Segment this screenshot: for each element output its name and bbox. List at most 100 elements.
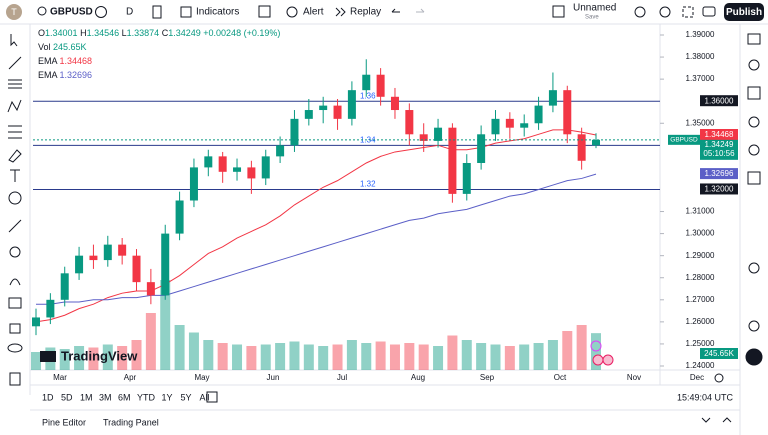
- right-sidebar: [745, 33, 763, 366]
- volume-bar: [476, 343, 487, 370]
- cursor-tool[interactable]: [10, 34, 18, 47]
- alert[interactable]: Alert: [303, 7, 324, 18]
- candle-body: [390, 96, 399, 111]
- date-range-icon[interactable]: [206, 391, 218, 403]
- brush-tool[interactable]: [8, 149, 22, 163]
- fullscreen[interactable]: [682, 6, 694, 18]
- alerts-panel[interactable]: [748, 59, 760, 71]
- redo[interactable]: [416, 8, 425, 13]
- candle-body: [233, 167, 242, 172]
- range-button[interactable]: 1M: [80, 392, 93, 402]
- ema-badge: [700, 168, 738, 180]
- volume-bar: [576, 325, 587, 370]
- candle-body: [577, 134, 586, 161]
- range-button[interactable]: 6M: [118, 392, 131, 402]
- lock-tool[interactable]: [9, 323, 21, 334]
- panel-tab[interactable]: Pine Editor: [42, 417, 86, 427]
- candle-body: [534, 105, 543, 124]
- volume-bar: [31, 352, 41, 370]
- candle-body: [247, 167, 256, 179]
- zoom-tool[interactable]: [9, 246, 21, 258]
- panel-tab[interactable]: Trading Panel: [103, 417, 159, 427]
- indicators[interactable]: Indicators: [196, 7, 239, 18]
- time-label: Oct: [554, 373, 567, 382]
- candle-body: [462, 162, 471, 194]
- data-window[interactable]: [747, 86, 761, 100]
- calendar[interactable]: [748, 144, 760, 156]
- avatar[interactable]: [6, 4, 22, 20]
- volume-bar: [260, 344, 271, 370]
- pattern-tool[interactable]: [7, 99, 22, 113]
- templates[interactable]: [258, 5, 271, 18]
- event-icon[interactable]: [590, 340, 602, 352]
- ruler-tool[interactable]: [8, 219, 22, 233]
- legend-part: 1.34546: [87, 28, 120, 38]
- trend-line-tool[interactable]: [8, 56, 22, 70]
- watchlist[interactable]: [747, 33, 761, 45]
- range-button[interactable]: 3M: [99, 392, 112, 402]
- top-toolbar: [0, 0, 768, 24]
- volume-bar: [246, 346, 257, 370]
- legend-part: 1.33874: [127, 28, 160, 38]
- range-button[interactable]: 1D: [42, 392, 54, 402]
- price-label: 1.24000: [686, 361, 715, 370]
- candle-body: [362, 74, 371, 91]
- event-icon[interactable]: [602, 354, 614, 366]
- alert-icon[interactable]: [286, 6, 298, 18]
- indicators-icon[interactable]: [180, 6, 192, 18]
- magnet-tool[interactable]: [9, 278, 21, 286]
- panel-toggle[interactable]: [701, 417, 732, 423]
- range-button[interactable]: 1Y: [162, 392, 173, 402]
- ideas[interactable]: [747, 171, 761, 185]
- replay-icon[interactable]: [335, 7, 346, 17]
- fib-tool[interactable]: [8, 79, 22, 89]
- legend-part: C: [162, 28, 169, 38]
- publish: Publish: [726, 7, 762, 18]
- layout-icon[interactable]: [552, 5, 565, 18]
- candle-body: [189, 167, 198, 201]
- forecast-tool[interactable]: [8, 125, 22, 139]
- legend-part: O: [38, 28, 45, 38]
- settings[interactable]: [659, 6, 671, 18]
- interval[interactable]: D: [126, 7, 133, 18]
- candle-body: [548, 90, 557, 106]
- undo[interactable]: [391, 8, 400, 13]
- add-symbol[interactable]: [95, 6, 107, 18]
- emoji-tool[interactable]: [8, 191, 22, 205]
- replay[interactable]: Replay: [350, 7, 381, 18]
- clock: 15:49:04 UTC: [677, 392, 734, 402]
- axis-settings[interactable]: [714, 373, 724, 383]
- apps[interactable]: [745, 348, 763, 366]
- trash-tool[interactable]: [9, 372, 21, 386]
- volume-bar: [533, 343, 544, 370]
- layout-name[interactable]: Unnamed: [573, 3, 616, 14]
- text-tool[interactable]: [10, 169, 20, 182]
- candle-body: [434, 127, 443, 141]
- range-button[interactable]: 5D: [61, 392, 73, 402]
- publish-button[interactable]: [724, 3, 764, 21]
- volume-bar: [389, 344, 400, 370]
- range-button[interactable]: 5Y: [181, 392, 192, 402]
- time-label: Apr: [124, 373, 137, 382]
- candle-body: [304, 110, 313, 119]
- hide-tool[interactable]: [7, 343, 23, 353]
- candle-body: [333, 105, 342, 119]
- chats[interactable]: [748, 262, 760, 274]
- quick-search[interactable]: [634, 6, 646, 18]
- chart-type[interactable]: [152, 5, 162, 19]
- time-label: May: [194, 373, 209, 382]
- price-label: 1.28000: [686, 273, 715, 282]
- countdown: 05:10:56: [703, 149, 735, 158]
- hotlists[interactable]: [748, 116, 760, 128]
- symbol[interactable]: GBPUSD: [50, 7, 93, 18]
- help[interactable]: [748, 320, 760, 332]
- event-icon[interactable]: [592, 354, 604, 366]
- range-button[interactable]: YTD: [137, 392, 156, 402]
- snapshot[interactable]: [702, 6, 716, 17]
- volume-bar: [145, 313, 156, 370]
- search-icon[interactable]: [37, 6, 47, 16]
- drawing-tools: [7, 34, 23, 386]
- lock-draw-tool[interactable]: [8, 297, 22, 309]
- range-button[interactable]: All: [200, 392, 210, 402]
